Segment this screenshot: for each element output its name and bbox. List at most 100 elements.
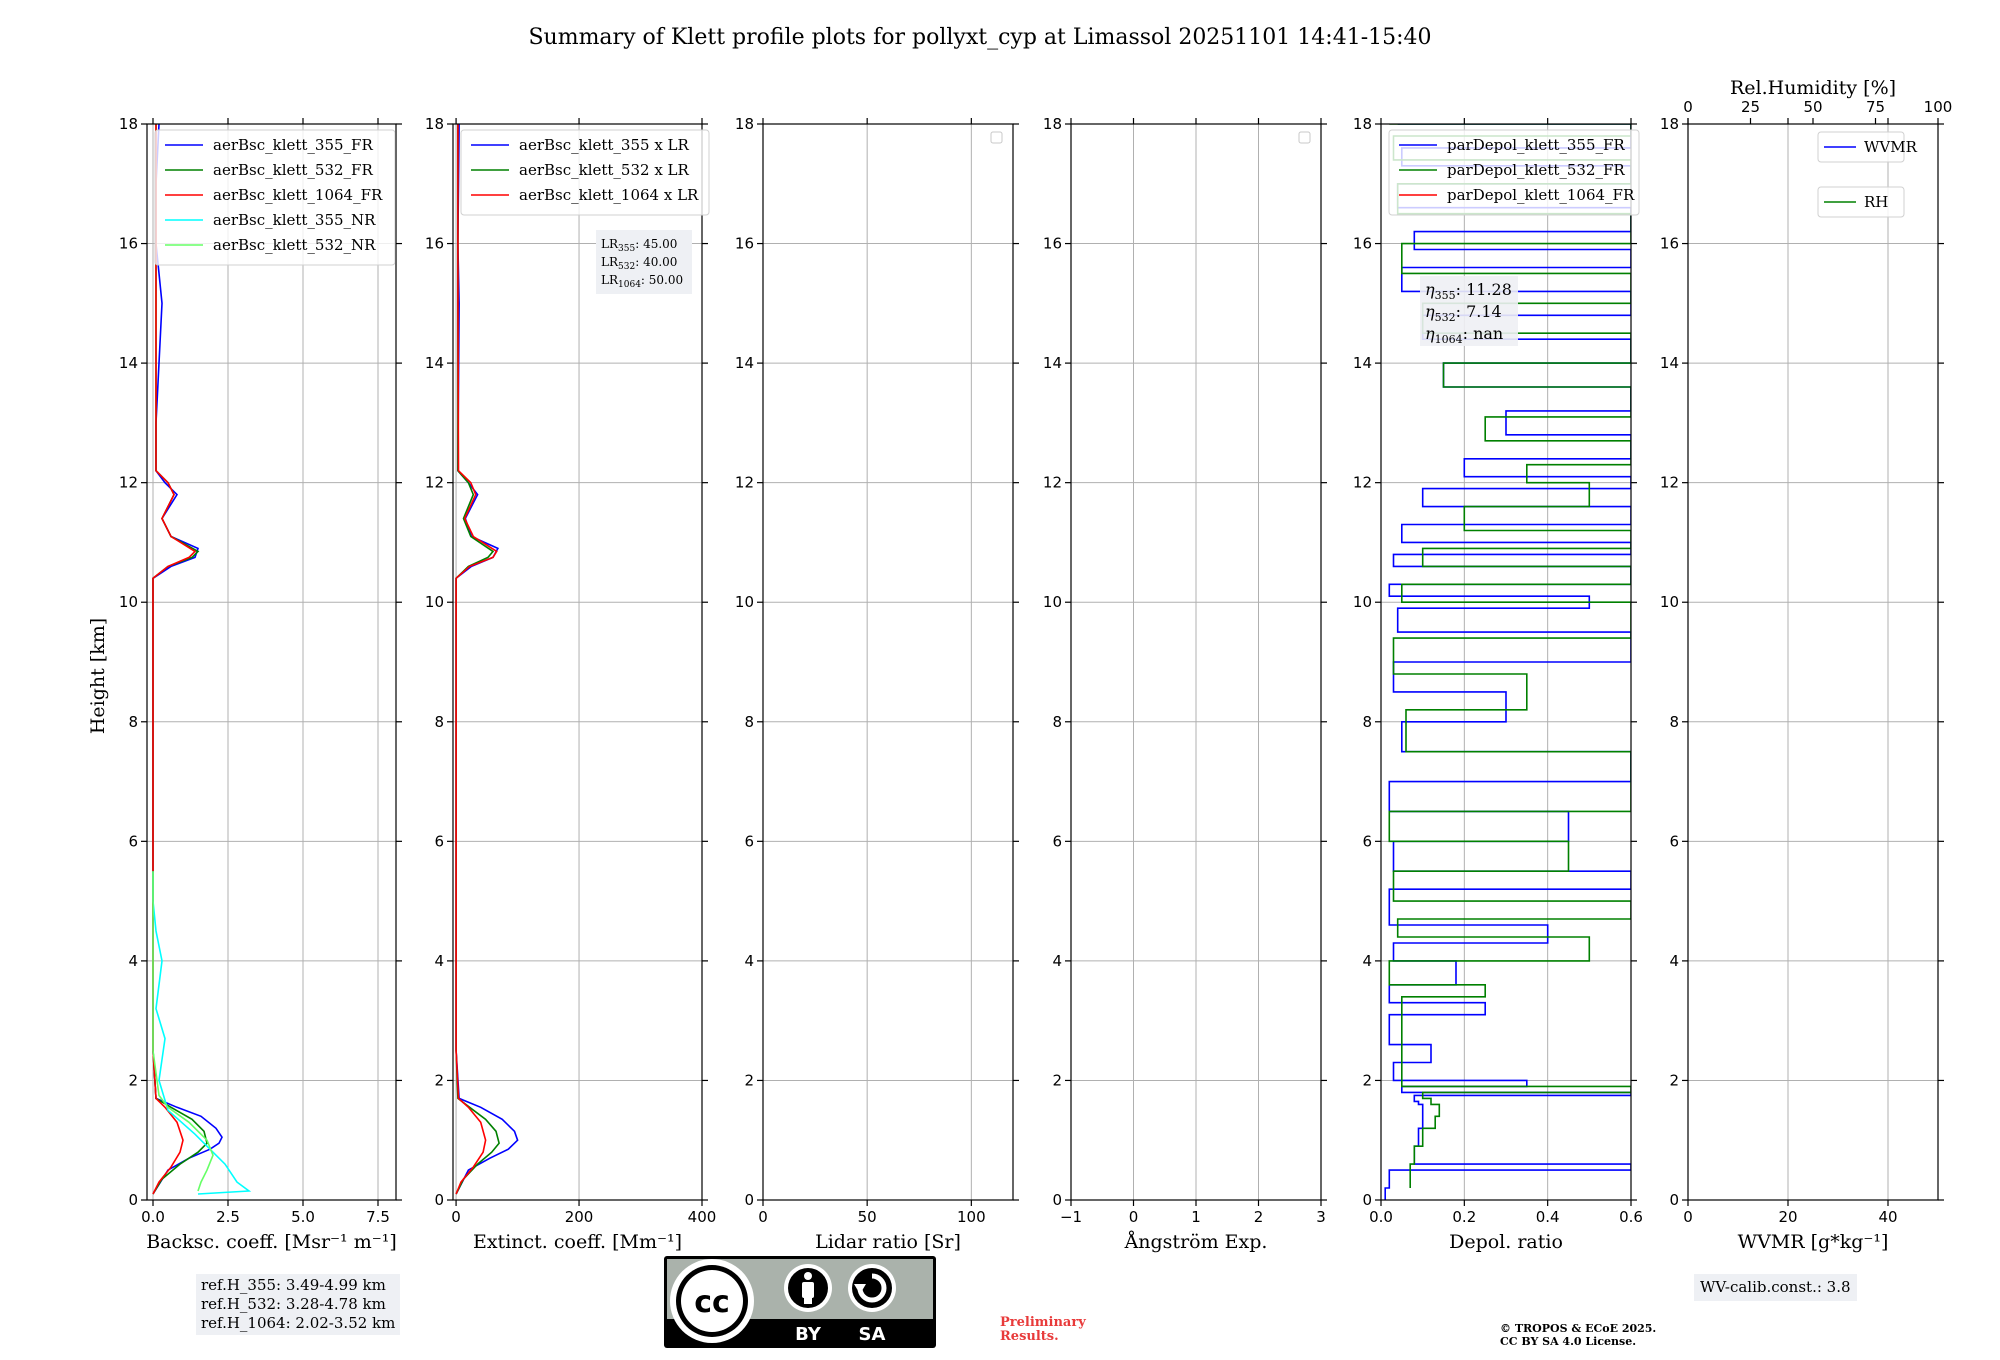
- y-tick-label: 12: [1660, 474, 1679, 492]
- axes-frame: [146, 123, 397, 1201]
- legend-box: [154, 129, 396, 266]
- x-tick-label: 0: [758, 1208, 768, 1226]
- refh-532: ref.H_532: 3.28-4.78 km: [201, 1295, 386, 1313]
- x-tick-label: 0.2: [1452, 1208, 1476, 1226]
- x-axis-label: Depol. ratio: [1449, 1231, 1563, 1253]
- y-tick-label: 14: [425, 354, 444, 372]
- reference-height-box: ref.H_355: 3.49-4.99 km ref.H_532: 3.28-…: [196, 1274, 401, 1335]
- x-tick-label: 50: [858, 1208, 877, 1226]
- y-tick-label: 12: [735, 474, 754, 492]
- x-tick-label: 1: [1191, 1208, 1201, 1226]
- legend-entry: parDepol_klett_532_FR: [1447, 161, 1625, 179]
- y-tick-label: 2: [128, 1071, 138, 1089]
- wv-calib-text: WV-calib.const.: 3.8: [1700, 1278, 1851, 1296]
- y-tick-label: 16: [1353, 235, 1372, 253]
- y-tick-label: 8: [744, 713, 754, 731]
- legend-box: [1388, 129, 1640, 216]
- x-tick-label: 2.5: [216, 1208, 240, 1226]
- y-tick-label: 0: [744, 1191, 754, 1209]
- copyright-note: © TROPOS & ECoE 2025. CC BY SA 4.0 Licen…: [1500, 1322, 1656, 1348]
- x-tick-label: 400: [688, 1208, 717, 1226]
- cc-by-sa-license-badge: cc BY SA: [664, 1256, 936, 1348]
- y-tick-label: 10: [735, 593, 754, 611]
- y-tick-label: 4: [128, 952, 138, 970]
- series-line-aerBsc_klett_532 x LR: [455, 124, 500, 1195]
- y-tick-label: 6: [1052, 832, 1062, 850]
- series-line-aerBsc_klett_1064 x LR: [455, 124, 498, 1195]
- y-tick-label: 4: [744, 952, 754, 970]
- y-tick-label: 14: [1353, 354, 1372, 372]
- legend-entry: aerBsc_klett_355 x LR: [519, 136, 690, 154]
- x-tick-label: −1: [1060, 1208, 1082, 1226]
- legend-entry: parDepol_klett_355_FR: [1447, 136, 1625, 154]
- legend-entry: aerBsc_klett_355_FR: [213, 136, 373, 154]
- x-tick-label: 0: [1683, 1208, 1693, 1226]
- y-tick-label: 16: [1043, 235, 1062, 253]
- x-axis-label: Lidar ratio [Sr]: [815, 1231, 961, 1253]
- y-tick-label: 18: [1353, 115, 1372, 133]
- x-tick-label: 0.0: [1369, 1208, 1393, 1226]
- y-tick-label: 10: [425, 593, 444, 611]
- y-tick-label: 0: [434, 1191, 444, 1209]
- y-tick-label: 16: [425, 235, 444, 253]
- preliminary-line-1: Preliminary: [1000, 1315, 1086, 1330]
- top-x-tick-label: 25: [1741, 98, 1760, 116]
- x-tick-label: 0: [451, 1208, 461, 1226]
- y-tick-label: 2: [1362, 1071, 1372, 1089]
- y-tick-label: 16: [119, 235, 138, 253]
- x-tick-label: 7.5: [366, 1208, 390, 1226]
- x-tick-label: 20: [1778, 1208, 1797, 1226]
- x-axis-label: Ångström Exp.: [1124, 1231, 1268, 1253]
- series-line-aerBsc_klett_1064_FR: [152, 124, 197, 1195]
- cc-text: cc: [694, 1285, 730, 1320]
- legend-box: [1817, 131, 1905, 163]
- y-tick-label: 14: [1660, 354, 1679, 372]
- legend-box: [460, 129, 710, 216]
- wv-calib-box: WV-calib.const.: 3.8: [1694, 1274, 1857, 1301]
- y-tick-label: 6: [1669, 832, 1679, 850]
- refh-1064: ref.H_1064: 2.02-3.52 km: [201, 1314, 396, 1332]
- y-tick-label: 10: [1043, 593, 1062, 611]
- x-axis-label: Extinct. coeff. [Mm⁻¹]: [473, 1231, 682, 1253]
- y-tick-label: 16: [1660, 235, 1679, 253]
- y-tick-label: 10: [1353, 593, 1372, 611]
- y-tick-label: 18: [735, 115, 754, 133]
- y-tick-label: 12: [1353, 474, 1372, 492]
- eta-355: η355: 11.28: [1425, 280, 1512, 302]
- y-tick-label: 2: [744, 1071, 754, 1089]
- y-tick-label: 12: [425, 474, 444, 492]
- y-tick-label: 0: [1362, 1191, 1372, 1209]
- y-tick-label: 18: [119, 115, 138, 133]
- legend-ext: aerBsc_klett_355 x LR aerBsc_klett_532 x …: [460, 129, 710, 216]
- x-tick-label: 0.6: [1619, 1208, 1643, 1226]
- refh-355: ref.H_355: 3.49-4.99 km: [201, 1276, 386, 1294]
- top-x-tick-label: 100: [1924, 98, 1953, 116]
- series-line-aerBsc_klett_355 x LR: [455, 124, 519, 1195]
- figure-title: Summary of Klett profile plots for polly…: [528, 25, 1431, 50]
- by-text: BY: [795, 1324, 822, 1345]
- x-axis-label: Backsc. coeff. [Msr⁻¹ m⁻¹]: [146, 1231, 397, 1253]
- legend-wv: WVMR RH: [1817, 131, 1918, 218]
- panel-bsc: 0 2 4 6 8 10 12 14 16 18 0.0 2.5 5.0 7.5 Backsc. coeff…: [119, 115, 402, 1253]
- top-x-tick-label: 75: [1866, 98, 1885, 116]
- y-tick-label: 8: [1669, 713, 1679, 731]
- legend-entry: aerBsc_klett_532_FR: [213, 161, 373, 179]
- legend-entry: aerBsc_klett_355_NR: [213, 211, 376, 229]
- y-tick-label: 18: [425, 115, 444, 133]
- y-tick-label: 4: [1362, 952, 1372, 970]
- axes-frame: [1380, 123, 1632, 1201]
- eta-1064: η1064: nan: [1425, 324, 1503, 346]
- legend-entry: aerBsc_klett_532 x LR: [519, 161, 690, 179]
- legend-entry: WVMR: [1864, 138, 1918, 156]
- y-axis-label: Height [km]: [87, 618, 109, 734]
- legend-bsc: aerBsc_klett_355_FR aerBsc_klett_532_FRae…: [154, 129, 396, 266]
- y-tick-label: 8: [1052, 713, 1062, 731]
- axes-frame: [452, 123, 703, 1201]
- y-tick-label: 2: [1052, 1071, 1062, 1089]
- y-tick-label: 8: [1362, 713, 1372, 731]
- x-tick-label: 3: [1316, 1208, 1326, 1226]
- x-tick-label: 2: [1254, 1208, 1264, 1226]
